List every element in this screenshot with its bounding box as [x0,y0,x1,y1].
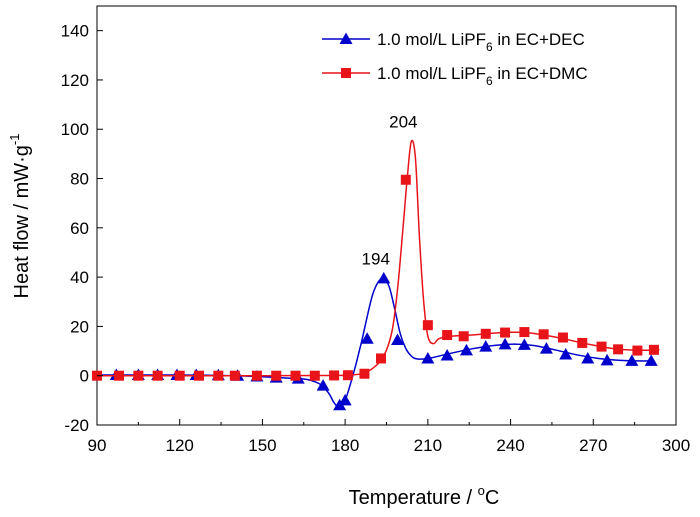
data-point-triangle [559,348,573,360]
legend-entry-dec: 1.0 mol/L LiPF6 in EC+DEC [322,30,585,54]
data-point-square [538,329,549,340]
data-point-square [329,370,340,381]
legend-label-dec-sub: 6 [486,40,493,54]
data-point-square [500,327,511,338]
data-point-square [359,368,370,379]
data-point-square [290,370,301,381]
legend-triangle-marker [339,32,353,44]
data-point-square [400,174,411,185]
data-point-square [632,345,643,356]
legend-label-dmc-sub: 6 [486,74,493,88]
x-tick-label: 300 [662,436,690,455]
y-axis-title-sup: -1 [7,134,22,146]
series-line [97,277,654,409]
data-point-triangle [539,342,553,354]
data-point-square [213,370,224,381]
y-axis: -20 0 20 40 60 80 100 120 140 [61,22,103,435]
data-point-square [229,370,240,381]
data-point-square [458,331,469,342]
y-tick-label: 40 [70,268,89,287]
x-tick-label: 90 [88,436,107,455]
legend-entry-dmc: 1.0 mol/L LiPF6 in EC+DMC [322,64,588,88]
data-point-triangle [625,354,639,366]
legend-label-dec: 1.0 mol/L LiPF6 in EC+DEC [377,30,585,54]
data-point-triangle [644,354,658,366]
data-point-triangle [316,379,330,391]
y-tick-label: 100 [61,120,89,139]
peak-annotation: 194 [362,249,390,268]
data-point-square [613,344,624,355]
data-point-square [271,370,282,381]
data-point-square [133,370,144,381]
annotations: 194 204 [362,113,418,269]
x-tick-label: 180 [331,436,359,455]
data-point-square [557,332,568,343]
data-point-square [114,370,125,381]
data-point-square [342,370,353,381]
data-point-triangle [440,348,454,361]
y-tick-label: 140 [61,22,89,41]
data-point-triangle [377,271,391,284]
data-point-triangle [421,351,435,364]
x-axis-title: Temperature / oC [349,483,500,509]
legend-label-dec-pre: 1.0 mol/L LiPF [377,30,486,49]
x-axis-title-sup: o [478,483,485,498]
data-point-square [519,327,530,338]
y-tick-label: 120 [61,71,89,90]
legend-square-marker [341,68,351,78]
x-tick-label: 210 [414,436,442,455]
legend-label-dmc-post: in EC+DMC [493,64,588,83]
data-point-triangle [498,337,512,350]
legend-label-dmc-pre: 1.0 mol/L LiPF [377,64,486,83]
x-axis-title-tail: C [485,487,499,509]
data-point-triangle [338,393,352,406]
data-point-square [251,370,262,381]
x-tick-label: 120 [166,436,194,455]
plot-area [92,5,677,426]
data-point-triangle [391,333,405,345]
data-point-square [648,344,659,355]
data-point-square [194,370,205,381]
data-point-square [152,370,163,381]
x-tick-label: 270 [579,436,607,455]
y-tick-label: 80 [70,170,89,189]
y-tick-label: -20 [64,416,89,435]
y-tick-label: 60 [70,219,89,238]
legend-label-dmc: 1.0 mol/L LiPF6 in EC+DMC [377,64,588,88]
data-point-square [442,330,453,341]
data-point-square [596,341,607,352]
data-point-square [174,370,185,381]
data-point-triangle [459,343,473,356]
data-point-square [422,320,433,331]
x-axis: 90 120 150 180 210 240 270 300 [88,419,690,455]
data-point-square [480,328,491,339]
series-ec-dmc [92,139,660,381]
series-layer [92,139,660,411]
data-point-triangle [517,338,531,350]
x-axis-title-main: Temperature / [349,487,478,509]
x-tick-label: 240 [496,436,524,455]
x-tick-label: 150 [248,436,276,455]
peak-annotation: 204 [389,113,417,132]
y-tick-label: 20 [70,317,89,336]
data-point-triangle [360,332,374,344]
data-point-triangle [479,340,493,352]
legend-label-dec-post: in EC+DEC [493,30,585,49]
legend: 1.0 mol/L LiPF6 in EC+DEC 1.0 mol/L LiPF… [322,30,588,88]
data-point-square [309,370,320,381]
y-tick-label: 0 [80,367,89,386]
data-point-square [375,353,386,364]
data-point-triangle [581,351,595,364]
data-point-triangle [600,353,614,366]
y-axis-title-main: Heat flow / mW·g [11,145,33,298]
data-point-square [577,337,588,348]
y-axis-title: Heat flow / mW·g-1 [7,134,33,299]
